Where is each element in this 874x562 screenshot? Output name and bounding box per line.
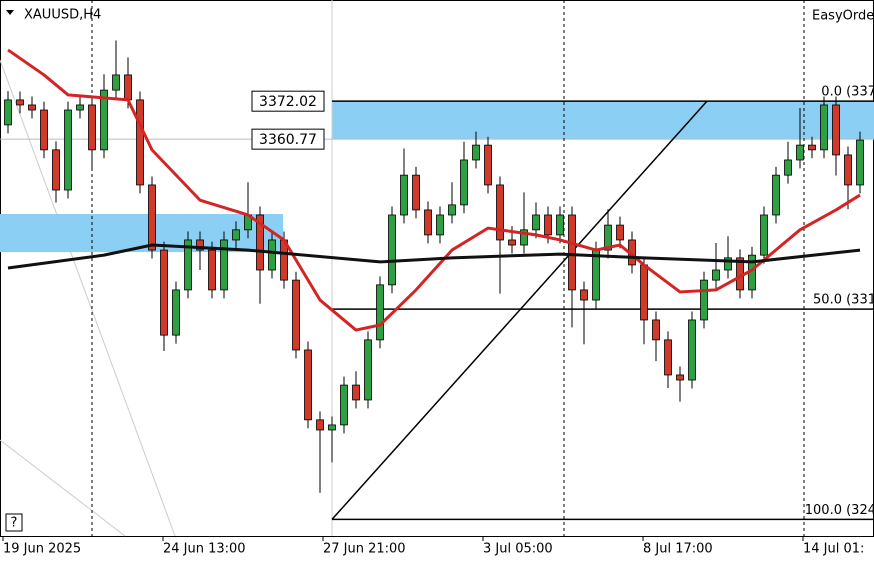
price-label: 3372.02 bbox=[259, 94, 317, 110]
candle-body bbox=[652, 319, 660, 341]
candle-body bbox=[592, 249, 600, 301]
candle-body bbox=[448, 204, 456, 216]
candle-body bbox=[268, 239, 276, 271]
candle-body bbox=[388, 214, 396, 286]
candle-body bbox=[688, 319, 696, 381]
candle-body bbox=[424, 209, 432, 236]
candle-body bbox=[196, 239, 204, 251]
candle-body bbox=[604, 224, 612, 251]
candle-body bbox=[316, 419, 324, 431]
candle-body bbox=[376, 284, 384, 341]
candle-body bbox=[808, 144, 816, 151]
candle-body bbox=[784, 159, 792, 176]
menu-arrow[interactable] bbox=[6, 10, 14, 15]
candle-body bbox=[412, 174, 420, 211]
candle-body bbox=[616, 224, 624, 241]
x-axis-bg bbox=[0, 537, 874, 562]
candle-body bbox=[664, 339, 672, 376]
x-tick-label: 24 Jun 13:00 bbox=[163, 542, 246, 557]
candle-body bbox=[160, 249, 168, 336]
price-label-box bbox=[251, 90, 325, 112]
candle-body bbox=[184, 239, 192, 291]
candle-body bbox=[844, 154, 852, 186]
candle-body bbox=[340, 384, 348, 426]
candle-body bbox=[16, 99, 24, 106]
candle-body bbox=[52, 149, 60, 191]
candle-body bbox=[172, 289, 180, 336]
candle-body bbox=[772, 174, 780, 216]
candle-body bbox=[112, 74, 120, 91]
candle-body bbox=[856, 139, 864, 186]
x-tick-label: 27 Jun 21:00 bbox=[323, 542, 406, 557]
fib-label: 100.0 (324 bbox=[805, 503, 874, 518]
candle-body bbox=[580, 289, 588, 301]
candle-body bbox=[472, 144, 480, 161]
candle-body bbox=[148, 184, 156, 251]
fib-label: 0.0 (337 bbox=[821, 85, 874, 100]
symbol-title: XAUUSD,H4 bbox=[24, 8, 101, 23]
x-tick-label: 8 Jul 17:00 bbox=[643, 542, 713, 557]
moving-average bbox=[7, 243, 861, 270]
candle-body bbox=[40, 109, 48, 151]
candle-body bbox=[796, 144, 804, 161]
candle-body bbox=[532, 214, 540, 231]
candle-body bbox=[352, 384, 360, 401]
price-label-box bbox=[251, 128, 325, 150]
candle-body bbox=[496, 184, 504, 241]
candle-body bbox=[328, 424, 336, 431]
trend-line-faint bbox=[0, 439, 126, 537]
candle-body bbox=[436, 214, 444, 236]
candle-body bbox=[364, 339, 372, 401]
candle-body bbox=[292, 279, 300, 351]
moving-average bbox=[7, 48, 861, 332]
fib-trend bbox=[331, 100, 708, 520]
candle-body bbox=[556, 214, 564, 236]
candle-body bbox=[400, 174, 408, 216]
candle-body bbox=[832, 104, 840, 156]
candle-body bbox=[208, 249, 216, 291]
candle-body bbox=[304, 349, 312, 421]
candle-body bbox=[88, 104, 96, 151]
candle-body bbox=[700, 279, 708, 321]
candle-body bbox=[220, 239, 228, 291]
candle-body bbox=[820, 104, 828, 151]
candle-body bbox=[484, 144, 492, 186]
candle-body bbox=[4, 99, 12, 126]
candle-body bbox=[76, 104, 84, 111]
candle-body bbox=[256, 214, 264, 271]
candle-body bbox=[520, 229, 528, 246]
help-label: ? bbox=[11, 516, 18, 531]
candle-body bbox=[28, 104, 36, 111]
x-tick-label: 3 Jul 05:00 bbox=[483, 542, 553, 557]
candle-body bbox=[136, 99, 144, 186]
candle-body bbox=[676, 374, 684, 381]
candle-body bbox=[760, 214, 768, 256]
candle-body bbox=[568, 214, 576, 291]
candle-body bbox=[712, 269, 720, 281]
expert-name: EasyOrde bbox=[812, 9, 874, 24]
candle-body bbox=[508, 239, 516, 246]
x-tick-label: 19 Jun 2025 bbox=[3, 542, 81, 557]
layer: 0.0 (337 50.0 (331 100.0 (324 3372.02 3360.7… bbox=[0, 0, 874, 536]
x-tick-label: 14 Jul 01: bbox=[803, 542, 864, 557]
candle-body bbox=[460, 159, 468, 206]
candle-body bbox=[64, 109, 72, 191]
candle-body bbox=[100, 89, 108, 151]
price-zone bbox=[332, 101, 874, 140]
candle-body bbox=[544, 214, 552, 236]
price-label: 3360.77 bbox=[259, 132, 317, 148]
fib-label: 50.0 (331 bbox=[813, 293, 874, 308]
help-button[interactable] bbox=[5, 513, 23, 532]
candle-body bbox=[724, 257, 732, 271]
candle-body bbox=[124, 74, 132, 101]
candle-body bbox=[232, 229, 240, 241]
candle-body bbox=[640, 264, 648, 321]
